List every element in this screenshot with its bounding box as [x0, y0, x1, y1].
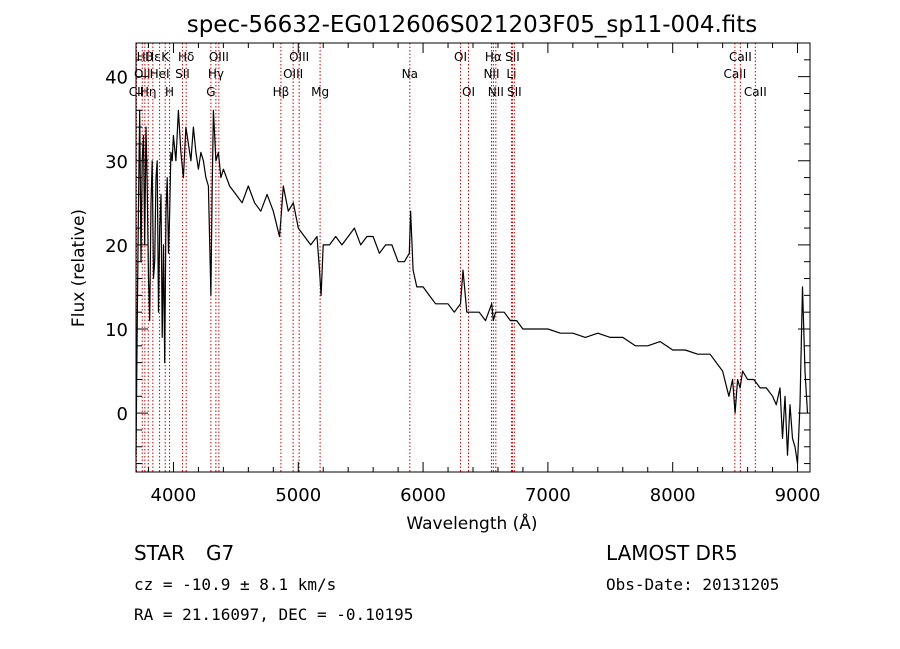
y-tick-label-4: 40 [105, 68, 128, 89]
line-label-14-0: OIII [283, 67, 303, 81]
line-label-27-0: CaII [729, 50, 752, 64]
line-label-7-0: H [165, 85, 174, 99]
line-label-2-0: Hθ [137, 50, 153, 64]
line-label-1-0: OII [134, 67, 151, 81]
line-label-20-0: NII [483, 67, 499, 81]
y-tick-label-3: 30 [105, 152, 128, 173]
y-tick-label-2: 20 [105, 236, 128, 257]
chart-title: spec-56632-EG012606S021203F05_sp11-004.f… [187, 12, 758, 38]
x-tick-label-2: 6000 [400, 485, 446, 506]
line-label-19-0: OI [462, 85, 475, 99]
x-tick-label-3: 7000 [525, 485, 571, 506]
x-tick-label-1: 5000 [275, 485, 321, 506]
axes [135, 42, 811, 473]
ra-dec: RA = 21.16097, DEC = -0.10195 [134, 605, 413, 624]
object-subclass: G7 [206, 541, 234, 565]
tick-labels: 4000 5000 6000 7000 8000 9000 0 10 20 30 40 [105, 68, 820, 506]
line-label-22-0: NII [488, 85, 504, 99]
line-label-9-0: Hδ [178, 50, 194, 64]
plot-frame [135, 42, 811, 473]
line-label-12-0: OIII [209, 50, 229, 64]
y-axis-label: Flux (relative) [69, 209, 89, 327]
object-class: STAR [134, 541, 185, 565]
y-tick-label-1: 10 [105, 320, 128, 341]
line-label-18-0: OI [454, 50, 467, 64]
line-label-8-0: SII [175, 67, 190, 81]
y-tick-label-0: 0 [117, 404, 128, 425]
x-axis-label: Wavelength (Å) [406, 512, 537, 534]
x-tick-label-4: 8000 [650, 485, 696, 506]
line-markers: CIIOIIHθHηHεHeIKHSIIHδGHγOIIIHβOIIIOIIIM… [129, 43, 767, 472]
line-label-10-0: G [206, 85, 215, 99]
line-label-16-0: Mg [311, 85, 329, 99]
x-tick-label-5: 9000 [775, 485, 821, 506]
series-line-0 [135, 109, 809, 465]
line-label-24-0: SII [505, 50, 520, 64]
line-label-3-0: Hη [140, 85, 157, 99]
line-label-26-0: CaII [723, 67, 746, 81]
line-label-25-0: SII [507, 85, 522, 99]
line-label-13-0: Hβ [273, 85, 290, 99]
x-tick-label-0: 4000 [151, 485, 197, 506]
line-label-6-0: K [161, 50, 170, 64]
line-label-28-0: CaII [744, 85, 767, 99]
survey-name: LAMOST DR5 [606, 541, 738, 565]
line-label-15-0: OIII [289, 50, 309, 64]
series-layer [135, 109, 809, 465]
obs-date: Obs-Date: 20131205 [606, 575, 779, 594]
cz-value: cz = -10.9 ± 8.1 km/s [134, 575, 336, 594]
line-label-5-0: HeI [150, 67, 170, 81]
line-label-11-0: Hγ [208, 67, 224, 81]
line-label-4-0: Hε [145, 50, 161, 64]
line-label-17-0: Na [402, 67, 418, 81]
line-label-21-0: Hα [485, 50, 502, 64]
line-label-23-0: Li [506, 67, 516, 81]
